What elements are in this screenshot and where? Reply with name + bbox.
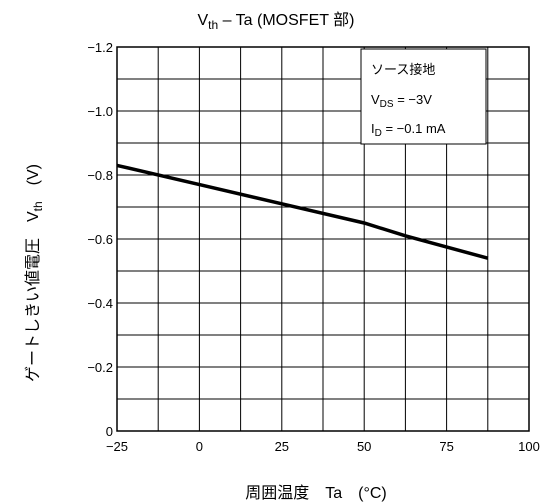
x-tick-label: 0 [196, 439, 203, 454]
x-tick-label: 75 [439, 439, 453, 454]
plot-frame [116, 46, 530, 432]
y-tick-label: 0 [106, 424, 113, 439]
x-tick-label: 50 [357, 439, 371, 454]
x-tick-label: −25 [106, 439, 128, 454]
x-tick-label: 100 [518, 439, 540, 454]
x-tick-labels: −25 0 25 50 75 100 [106, 439, 540, 454]
conditions-line-3: ID = −0.1 mA [371, 121, 446, 139]
y-tick-label: −0.2 [87, 360, 113, 375]
conditions-box: ソース接地 VDS = −3V ID = −0.1 mA [360, 48, 487, 145]
conditions-box-frame [360, 48, 487, 145]
y-tick-label: −1.0 [87, 104, 113, 119]
y-tick-label: −0.4 [87, 296, 113, 311]
y-tick-label: −1.2 [87, 40, 113, 55]
y-tick-labels: 0 −0.2 −0.4 −0.6 −0.8 −1.0 −1.2 [87, 40, 113, 439]
y-tick-label: −0.8 [87, 168, 113, 183]
chart-title: Vth – Ta (MOSFET 部) [197, 11, 354, 32]
x-tick-label: 25 [275, 439, 289, 454]
conditions-line-2: VDS = −3V [371, 92, 432, 110]
x-axis-label: 周囲温度 Ta (°C) [245, 484, 387, 502]
vth-curve [116, 163, 489, 260]
conditions-line-1: ソース接地 [371, 62, 435, 77]
y-axis-label: ゲートしきい値電圧 Vth (V) [24, 164, 45, 382]
y-tick-label: −0.6 [87, 232, 113, 247]
